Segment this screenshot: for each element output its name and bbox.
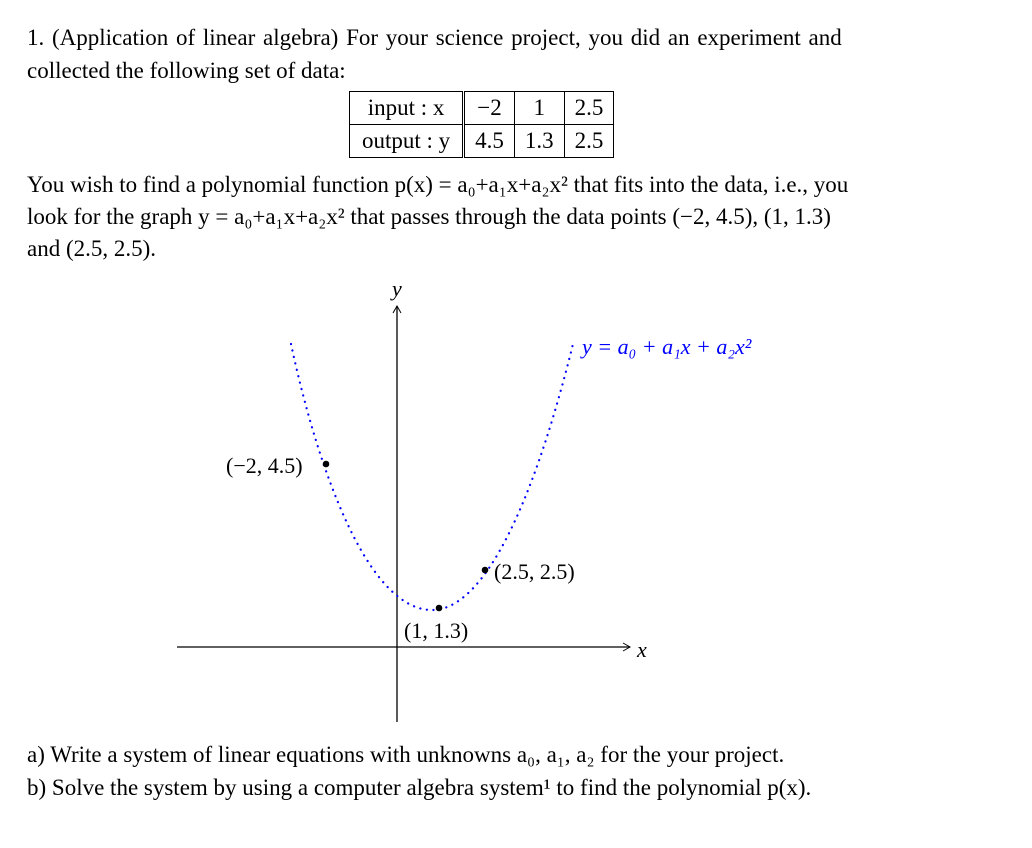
table-cell: 1 <box>513 91 565 125</box>
paragraph-line-2: look for the graph y = a₀+a₁x+a₂x² that … <box>27 204 831 229</box>
problem-line-1: 1. (Application of linear algebra) For y… <box>27 25 842 50</box>
table-cell: 1.3 <box>513 124 565 158</box>
part-a: a) Write a system of linear equations wi… <box>27 742 785 767</box>
data-point <box>322 460 330 468</box>
table-cell: −2 <box>463 91 515 125</box>
table-row: input : x −2 1 2.5 <box>348 91 615 125</box>
data-point <box>481 566 489 574</box>
x-axis-arrow <box>622 642 632 652</box>
table-row: output : y 4.5 1.3 2.5 <box>348 124 615 158</box>
table-header: input : x <box>348 91 466 125</box>
table-cell: 2.5 <box>563 124 615 158</box>
table-header: output : y <box>348 124 466 158</box>
part-b: b) Solve the system by using a computer … <box>27 775 812 800</box>
point-label: (−2, 4.5) <box>226 453 303 478</box>
data-point <box>435 604 443 612</box>
paragraph-line-3: and (2.5, 2.5). <box>27 236 157 261</box>
x-axis-label: x <box>637 637 647 662</box>
table-cell: 2.5 <box>563 91 615 125</box>
point-label: (2.5, 2.5) <box>494 559 575 584</box>
data-table: input : x −2 1 2.5 output : y 4.5 1.3 2.… <box>348 91 615 158</box>
problem-line-2: collected the following set of data: <box>27 58 346 83</box>
point-label: (1, 1.3) <box>404 618 469 643</box>
curve-label: y = a₀ + a₁x + a₂x² <box>582 334 752 359</box>
y-axis-label: y <box>392 276 402 301</box>
table-cell: 4.5 <box>463 124 515 158</box>
paragraph-line-1: You wish to find a polynomial function p… <box>27 172 849 197</box>
y-axis-arrow <box>392 304 402 314</box>
